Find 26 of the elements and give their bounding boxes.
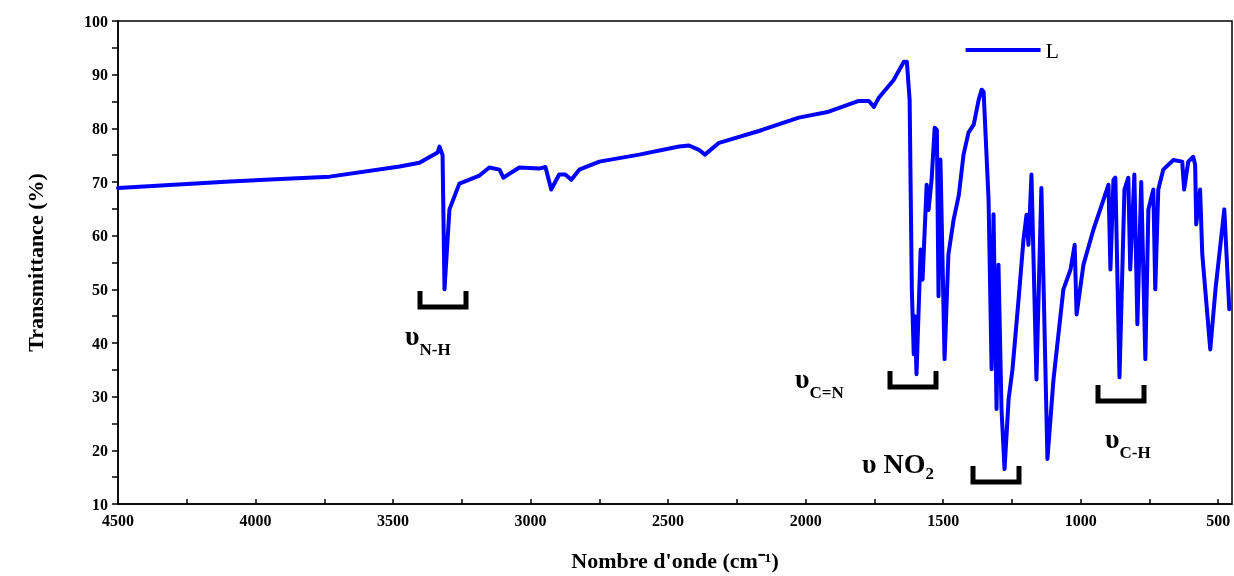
x-tick-label: 1000 xyxy=(1064,511,1097,529)
x-tick-label: 4500 xyxy=(102,511,134,529)
legend-label: L xyxy=(1045,37,1060,63)
y-tick-label: 20 xyxy=(92,441,108,459)
x-tick-label: 3500 xyxy=(377,511,410,529)
y-tick-label: 10 xyxy=(92,495,108,513)
y-tick-label: 50 xyxy=(92,280,108,298)
x-tick-label: 4000 xyxy=(239,511,272,529)
x-tick-label: 500 xyxy=(1206,511,1231,529)
y-tick-label: 40 xyxy=(92,334,108,352)
x-tick-label: 3000 xyxy=(514,511,547,529)
y-tick-label: 60 xyxy=(92,227,108,245)
y-tick-label: 70 xyxy=(92,173,108,191)
y-tick-label: 90 xyxy=(92,66,108,84)
annotation: υ$_{C=N}$ xyxy=(795,363,844,402)
x-tick-label: 2000 xyxy=(789,511,822,529)
x-tick-label: 2500 xyxy=(652,511,685,529)
y-tick-label: 30 xyxy=(92,388,108,406)
y-axis-title: Transmittance (%) xyxy=(22,173,48,352)
x-tick-label: 1500 xyxy=(927,511,960,529)
annotation: υ$_{C-H}$ xyxy=(1105,423,1151,462)
annotation: υ$_{N-H}$ xyxy=(405,320,451,359)
y-tick-label: 100 xyxy=(84,12,108,30)
annotation: υ NO₂ xyxy=(862,448,934,479)
x-axis-title: Nombre d'onde (cm⁻¹) xyxy=(571,547,779,573)
y-tick-label: 80 xyxy=(92,119,108,137)
